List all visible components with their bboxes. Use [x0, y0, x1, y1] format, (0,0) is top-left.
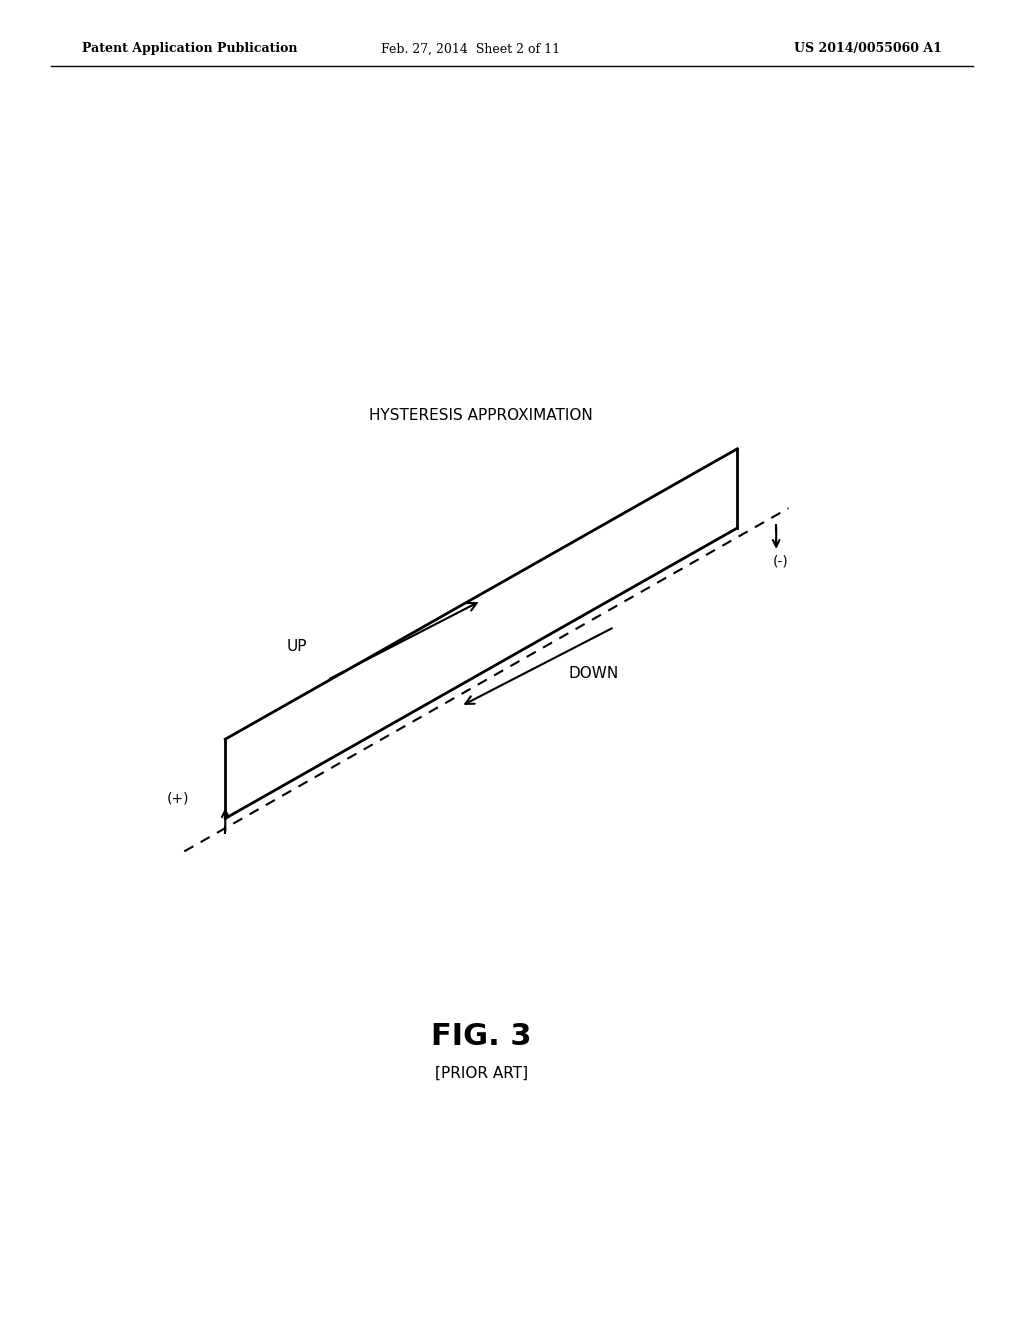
Text: Feb. 27, 2014  Sheet 2 of 11: Feb. 27, 2014 Sheet 2 of 11	[382, 42, 560, 55]
Text: US 2014/0055060 A1: US 2014/0055060 A1	[795, 42, 942, 55]
Text: Patent Application Publication: Patent Application Publication	[82, 42, 297, 55]
Text: UP: UP	[287, 639, 307, 655]
Text: (+): (+)	[167, 792, 189, 805]
Text: (-): (-)	[773, 554, 788, 568]
Text: HYSTERESIS APPROXIMATION: HYSTERESIS APPROXIMATION	[370, 408, 593, 424]
Text: FIG. 3: FIG. 3	[431, 1022, 531, 1051]
Text: DOWN: DOWN	[568, 665, 618, 681]
Text: [PRIOR ART]: [PRIOR ART]	[435, 1065, 527, 1081]
